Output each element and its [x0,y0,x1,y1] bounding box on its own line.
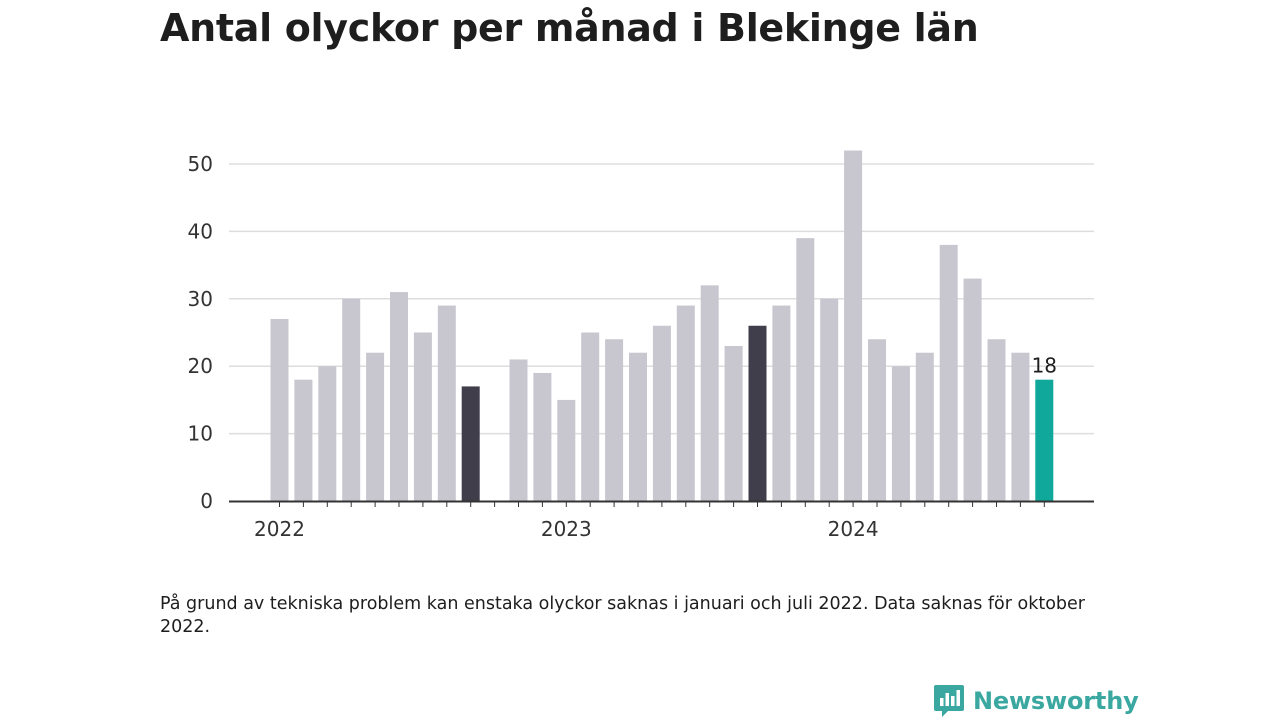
y-tick-label: 30 [188,287,213,311]
x-axis [229,500,1094,507]
bar-2024-03 [891,366,910,501]
bar-2022-03 [318,366,337,501]
bar-2022-06 [390,292,408,501]
bar-chart: 0 10 20 30 40 50 2022 2023 2024 18 [188,150,1094,541]
brand-logo: Newsworthy [933,684,1139,718]
bar-2022-05 [366,352,385,501]
bar-2023-03 [605,339,624,501]
bar-2024-02 [868,339,886,501]
bar-2024-04 [915,352,934,501]
bar-2022-11 [509,359,528,501]
bar-2023-08 [724,345,743,501]
x-tick-label: 2022 [254,517,305,541]
bar-2023-07 [700,285,719,501]
bar-2024-06 [963,278,982,501]
bar-2022-02 [294,379,313,501]
bar-2023-12 [820,298,839,501]
chart-title: Antal olyckor per månad i Blekinge län [160,6,979,50]
brand-name: Newsworthy [973,687,1139,715]
bar-2023-06 [676,305,695,501]
bar-2022-09 [461,386,480,501]
x-tick-label: 2024 [828,517,879,541]
bar-2024-08 [1011,352,1030,501]
y-tick-label: 0 [200,489,213,513]
bar-2024-09 [1035,379,1054,501]
y-tick-label: 50 [188,152,213,176]
bar-2023-09 [748,325,767,501]
bar-2022-12 [533,372,552,501]
y-tick-label: 10 [188,422,213,446]
y-tick-label: 20 [188,354,213,378]
bar-2023-02 [581,332,600,501]
data-label: 18 [1032,354,1057,378]
bar-2023-05 [652,325,671,501]
labels: 0 10 20 30 40 50 2022 2023 2024 18 [188,152,1057,541]
footnote: På grund av tekniska problem kan enstaka… [160,594,1085,637]
bars [270,150,1054,501]
bar-2023-01 [557,399,576,501]
bar-2023-10 [772,305,791,501]
bar-2023-11 [796,238,815,501]
bar-2022-07 [413,332,432,501]
bar-2024-07 [987,339,1006,501]
bar-2022-04 [342,298,361,501]
x-tick-label: 2023 [541,517,592,541]
y-tick-label: 40 [188,219,213,243]
bar-2023-04 [629,352,647,501]
bar-2022-01 [270,319,289,501]
newsworthy-logo-icon [934,685,964,717]
bar-2024-05 [939,244,958,501]
bar-2022-08 [437,305,456,501]
bar-2024-01 [844,150,863,501]
